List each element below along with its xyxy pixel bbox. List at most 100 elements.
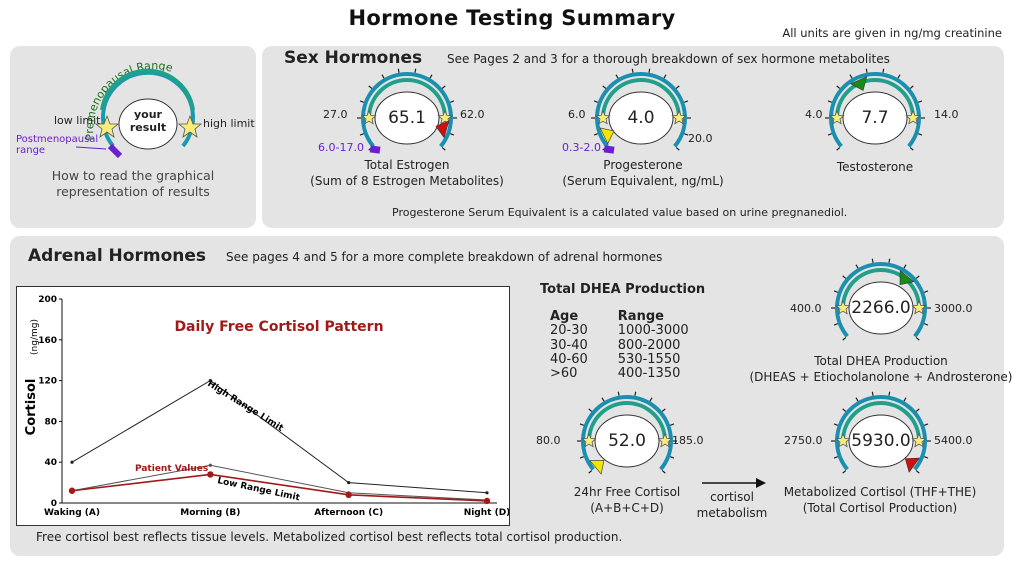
progesterone-footnote: Progesterone Serum Equivalent is a calcu… — [392, 206, 848, 219]
gauge-tick — [684, 133, 689, 136]
high-star-icon — [657, 432, 673, 448]
y-tick-label: 80 — [44, 417, 57, 427]
gauge-tick — [661, 408, 666, 412]
gauge-tick — [588, 408, 593, 412]
gauge-face — [842, 91, 908, 145]
adrenal-panel: Adrenal Hormones See pages 4 and 5 for a… — [10, 236, 1013, 556]
testosterone-high: 14.0 — [934, 108, 959, 121]
postmenopausal-bar — [107, 143, 123, 159]
progesterone-high: 20.0 — [688, 132, 713, 145]
legend-low-label: low limit — [54, 114, 101, 127]
gauge-marker — [435, 120, 450, 139]
gauge-tick — [842, 275, 847, 279]
gauge-outer-arc — [835, 262, 927, 338]
gauge-tick — [924, 323, 929, 326]
series-line — [71, 473, 488, 502]
gauge-tick — [579, 456, 584, 459]
gauge-range-arc — [601, 78, 681, 119]
gauge-tick — [915, 337, 920, 341]
adrenal-footnote: Free cortisol best reflects tissue level… — [36, 530, 623, 544]
gauge-tick — [833, 290, 838, 293]
gauge-tick — [359, 133, 364, 136]
free-cortisol-caption: 24hr Free Cortisol (A+B+C+D) — [573, 485, 681, 515]
free-cortisol-value: 52.0 — [608, 431, 646, 451]
gauge-tick — [915, 275, 920, 279]
chart-title: Daily Free Cortisol Pattern — [174, 319, 383, 335]
gauge-tick — [670, 423, 675, 426]
gauge-dial — [357, 68, 457, 154]
dhea-head-range: Range — [617, 309, 664, 324]
gauge-tick — [359, 100, 364, 103]
gauge-tick — [882, 68, 885, 73]
gauge-tick — [909, 85, 914, 89]
metab-cortisol-low: 2750.0 — [784, 434, 823, 447]
sex-heading: Sex Hormones — [284, 48, 423, 68]
gauge-range-arc — [367, 78, 447, 119]
gauge-tick — [649, 397, 653, 402]
gauge-outer-arc — [581, 395, 673, 471]
gauge-range-arc — [835, 78, 915, 119]
y-axis-label: Cortisol — [24, 379, 39, 436]
gauge-tick — [631, 68, 634, 73]
gauge-face — [374, 91, 440, 145]
metab-cortisol-value: 5930.0 — [851, 431, 911, 451]
estrogen-post: 6.0-17.0 — [318, 141, 364, 154]
gauge-tick — [918, 133, 923, 136]
dhea-table-title: Total DHEA Production — [540, 282, 706, 297]
gauge-range-arc — [841, 268, 921, 309]
gauge-tick — [634, 391, 637, 396]
metab-cortisol-caption: Metabolized Cortisol (THF+THE) (Total Cor… — [783, 485, 977, 515]
series-line — [71, 380, 488, 494]
dhea-value: 2266.0 — [851, 298, 911, 318]
gauge-tick — [924, 290, 929, 293]
gauge-tick — [684, 100, 689, 103]
table-row: 40-60 530-1550 — [550, 351, 681, 367]
low-star-icon — [361, 109, 377, 125]
legend-post-label: Postmenopausal range — [16, 134, 99, 156]
gauge-tick — [601, 397, 605, 402]
gauge-tick — [833, 456, 838, 459]
progesterone-caption: Progesterone (Serum Equivalent, ng/mL) — [562, 158, 724, 188]
series-label-patient: Patient Values — [135, 464, 208, 474]
y-tick-label: 200 — [38, 295, 57, 305]
legend-caption: How to read the graphical representation… — [51, 168, 215, 200]
progesterone-gauge: 4.0 — [576, 68, 706, 168]
gauge-range-arc — [587, 401, 667, 442]
x-tick-label: Waking (A) — [44, 508, 100, 518]
gauge-marker — [849, 76, 868, 91]
sex-hormones-panel: Sex Hormones See Pages 2 and 3 for a tho… — [262, 46, 1004, 228]
legend-panel: Premenopausal Range your result low limi… — [10, 46, 256, 228]
gauge-tick — [579, 423, 584, 426]
y-tick-label: 40 — [44, 458, 57, 468]
series-line — [71, 464, 488, 501]
high-star-icon — [671, 109, 687, 125]
gauge-tick — [615, 74, 619, 79]
gauge-tick — [368, 85, 373, 89]
gauge-range-arc — [841, 401, 921, 442]
free-cortisol-gauge: 52.0 — [562, 391, 692, 491]
gauge-tick — [871, 258, 874, 263]
gauge-tick — [663, 74, 667, 79]
gauge-tick — [675, 147, 680, 151]
gauge-tick — [593, 100, 598, 103]
gauge-tick — [842, 337, 847, 341]
gauge-tick — [833, 423, 838, 426]
dhea-gauge: 2266.0 — [816, 258, 946, 358]
gauge-tick — [903, 397, 907, 402]
gauge-marker — [589, 459, 605, 475]
gauge-face — [608, 91, 674, 145]
data-point — [207, 471, 214, 478]
gauge-tick — [602, 85, 607, 89]
testosterone-caption: Testosterone — [836, 160, 914, 174]
dhea-high: 3000.0 — [934, 302, 973, 315]
high-star-icon — [905, 109, 921, 125]
data-point — [68, 487, 76, 494]
free-cortisol-low: 80.0 — [536, 434, 561, 447]
estrogen-caption: Total Estrogen (Sum of 8 Estrogen Metabol… — [310, 158, 504, 188]
table-row: 30-40 800-2000 — [550, 337, 681, 353]
data-point — [208, 463, 212, 467]
metab-cortisol-gauge: 5930.0 — [816, 391, 946, 491]
adrenal-heading: Adrenal Hormones — [28, 246, 206, 266]
adrenal-note: See pages 4 and 5 for a more complete br… — [226, 250, 663, 264]
gauge-tick — [915, 470, 920, 474]
